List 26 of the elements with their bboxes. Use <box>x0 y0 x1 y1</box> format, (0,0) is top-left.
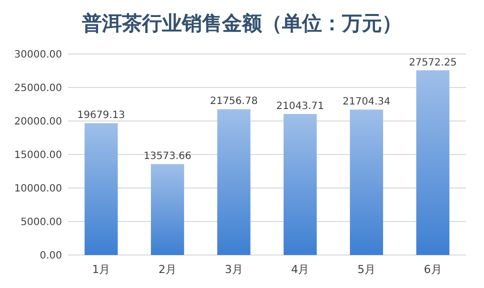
y-tick-label: 10000.00 <box>14 184 62 194</box>
y-tick-label: 20000.00 <box>14 116 62 128</box>
chart-title: 普洱茶行业销售金额（单位：万元） <box>81 11 402 35</box>
bar <box>150 164 184 255</box>
data-label: 19679.13 <box>77 110 126 122</box>
data-label: 13573.66 <box>144 151 192 162</box>
x-tick-label: 5月 <box>358 263 376 276</box>
data-label: 21043.71 <box>276 101 324 112</box>
x-tick-label: 1月 <box>92 263 110 276</box>
bar <box>217 109 250 255</box>
data-label: 21756.78 <box>210 96 258 108</box>
y-tick-label: 25000.00 <box>14 83 62 94</box>
bar <box>350 110 384 255</box>
x-tick-label: 3月 <box>224 263 243 276</box>
y-tick-label: 30000.00 <box>14 50 62 60</box>
x-tick-label: 4月 <box>291 263 310 276</box>
bar <box>416 70 450 255</box>
y-tick-label: 5000.00 <box>20 217 62 228</box>
y-tick-label: 15000.00 <box>14 150 62 161</box>
data-label: 27572.25 <box>408 57 457 68</box>
y-tick-label: 0.00 <box>40 250 62 262</box>
bar <box>84 123 118 255</box>
x-tick-label: 2月 <box>158 263 176 276</box>
data-label: 21704.34 <box>342 96 390 108</box>
bar <box>284 114 317 255</box>
x-tick-label: 6月 <box>424 263 442 276</box>
